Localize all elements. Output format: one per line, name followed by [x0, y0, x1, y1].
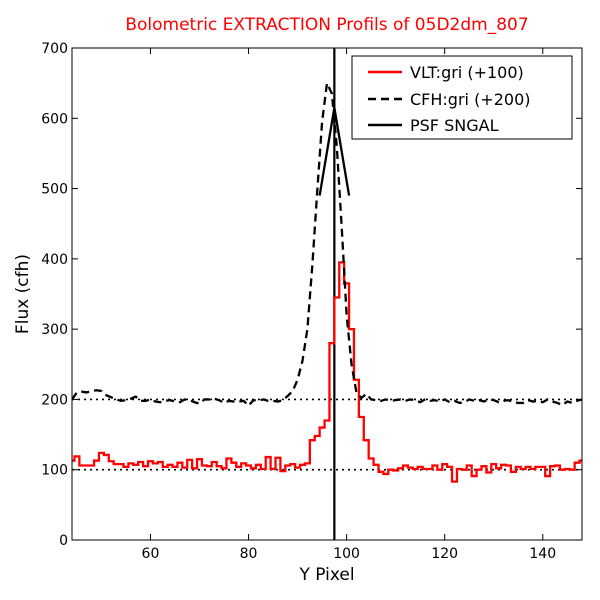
chart-title: Bolometric EXTRACTION Profils of 05D2dm_…	[125, 15, 528, 35]
x-tick-label: 60	[142, 546, 160, 562]
x-axis-label: Y Pixel	[298, 565, 354, 585]
series-psf-line	[318, 107, 351, 196]
series-vlt-line	[72, 261, 582, 483]
legend-label-cfh: CFH:gri (+200)	[410, 90, 531, 109]
y-tick-label: 600	[41, 111, 68, 127]
x-tick-label: 140	[529, 546, 556, 562]
y-tick-label: 0	[59, 533, 68, 549]
y-tick-label: 300	[41, 322, 68, 338]
plot-layer	[72, 48, 582, 540]
x-tick-label: 120	[431, 546, 458, 562]
y-tick-label: 500	[41, 182, 68, 198]
y-tick-label: 400	[41, 252, 68, 268]
legend-label-vlt: VLT:gri (+100)	[410, 63, 524, 82]
y-tick-label: 700	[41, 41, 68, 57]
y-tick-label: 200	[41, 392, 68, 408]
y-axis-label: Flux (cfh)	[13, 254, 33, 334]
plot-frame	[71, 47, 583, 541]
axis-ticks: 60 80 100 120 140 0 100 200 300 400 500 600 700	[41, 41, 582, 562]
series-cfh-line	[72, 79, 582, 408]
x-tick-label: 80	[240, 546, 258, 562]
legend-label-psf: PSF SNGAL	[410, 116, 499, 135]
legend: VLT:gri (+100) CFH:gri (+200) PSF SNGAL	[351, 55, 573, 140]
x-tick-label: 100	[333, 546, 360, 562]
y-tick-label: 100	[41, 463, 68, 479]
